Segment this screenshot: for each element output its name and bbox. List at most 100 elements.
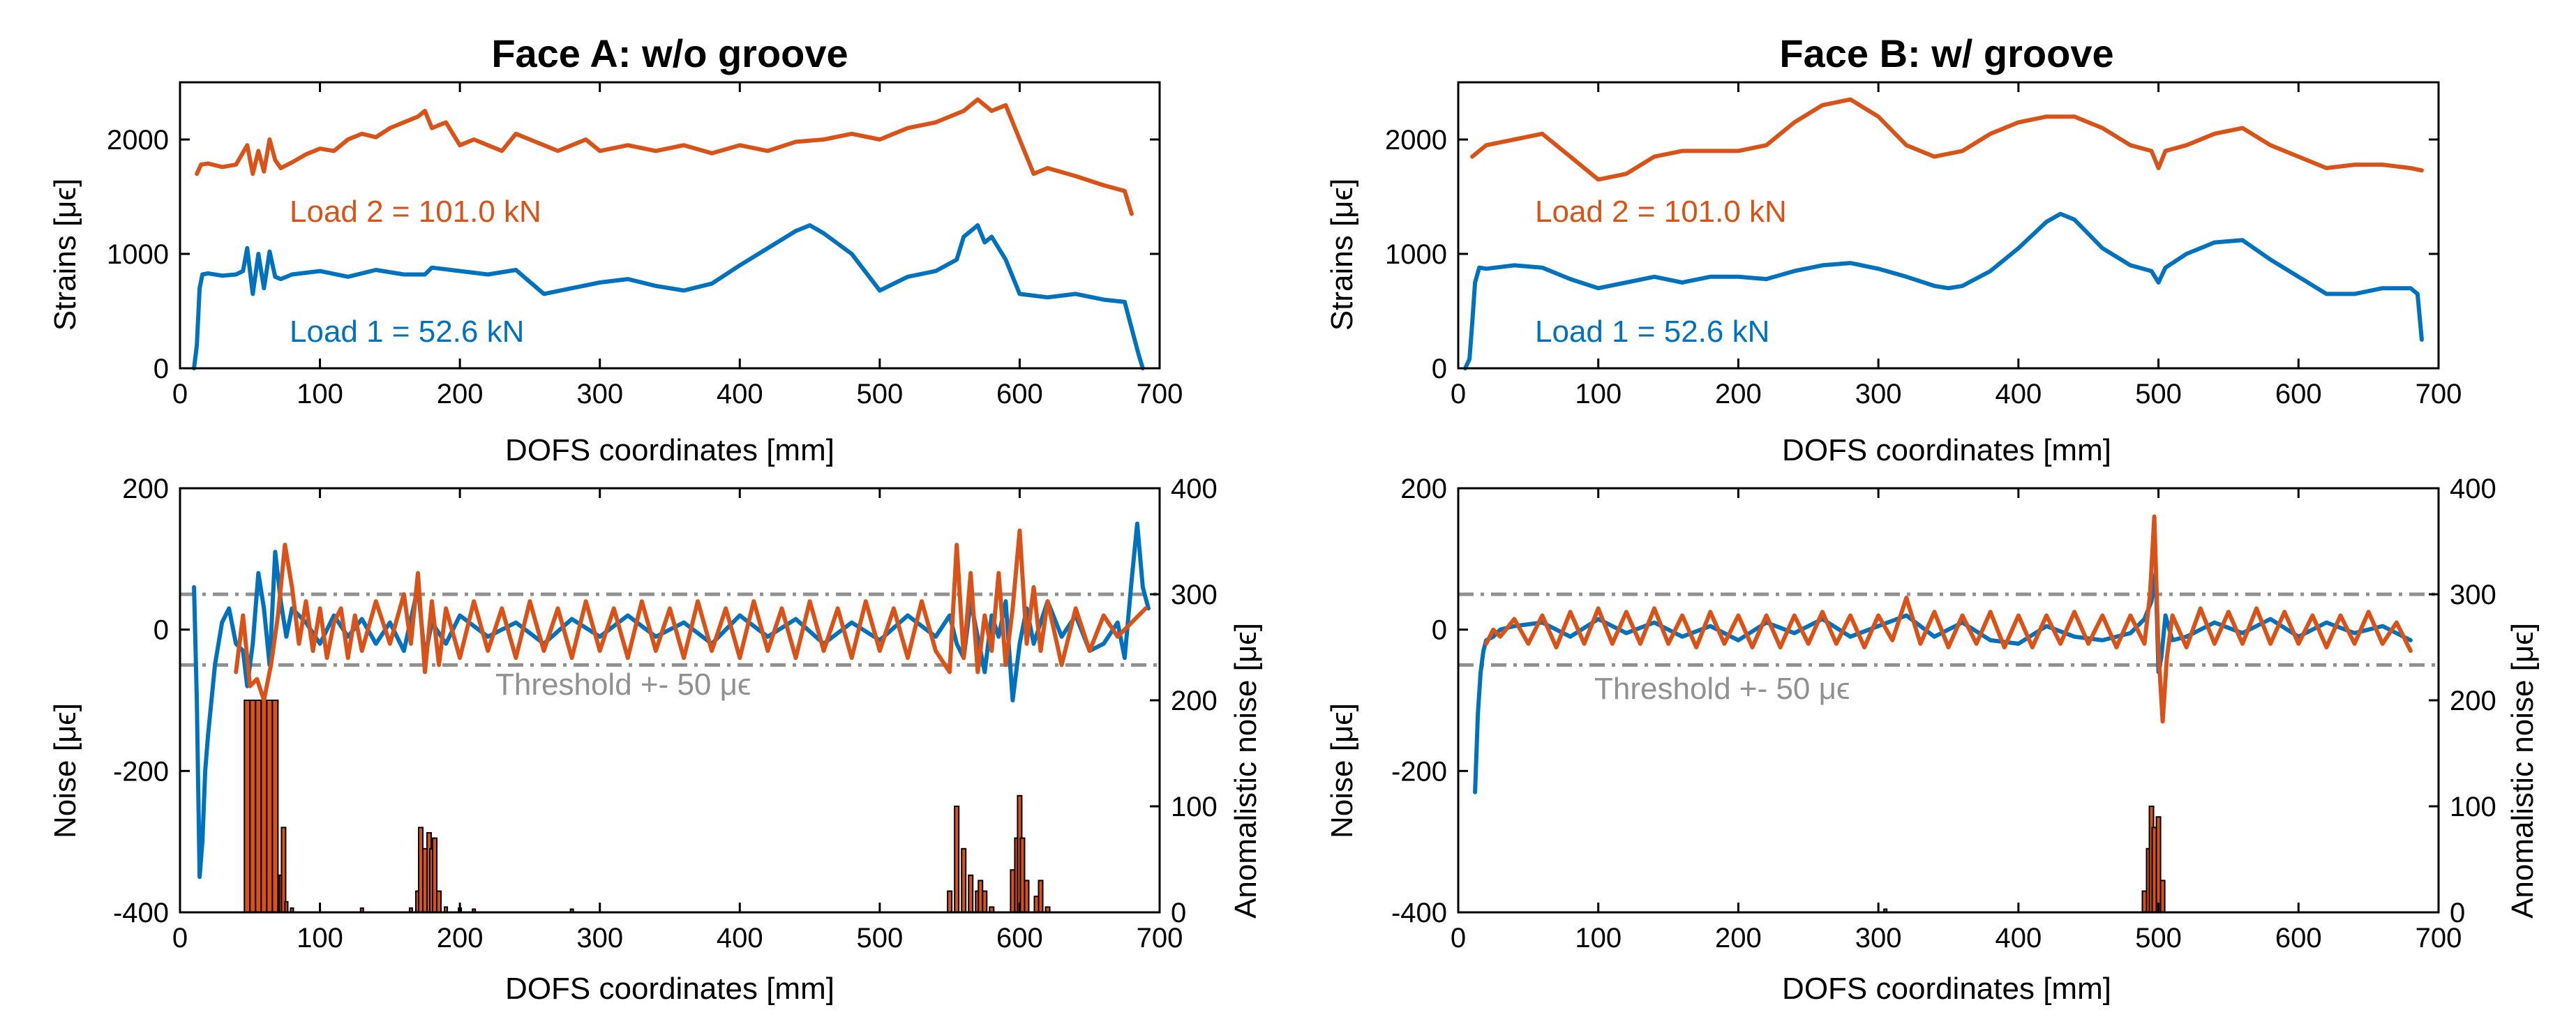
- x-tick-label: 400: [1995, 379, 2042, 409]
- x-tick-label: 0: [1451, 379, 1466, 409]
- x-tick-label: 500: [2135, 379, 2182, 409]
- load1-series-line: [1473, 571, 2413, 794]
- y-tick-label: -400: [1391, 898, 1447, 928]
- anomalistic-noise-bar: [280, 827, 287, 914]
- threshold-annotation-face-a: Threshold +- 50 μϵ: [495, 668, 751, 702]
- panel-b-title: Face B: w/ groove: [1779, 31, 2113, 75]
- y-right-tick-label: 200: [2450, 686, 2496, 716]
- strain-b-ylabel: Strains [μϵ]: [1325, 179, 1359, 331]
- x-tick-label: 300: [576, 379, 623, 409]
- y-right-tick-label: 300: [2450, 580, 2496, 610]
- x-tick-label: 600: [996, 923, 1043, 953]
- noise-b-xlabel: DOFS coordinates [mm]: [1782, 972, 2111, 1006]
- y-tick-label: 1000: [1385, 239, 1447, 270]
- strain-a-ylabel: Strains [μϵ]: [48, 179, 82, 331]
- strain-plot-face-b: 0 100 200 300 400 500 600 700 0 1000 2000: [1385, 81, 2462, 409]
- load2-annotation-face-a: Load 2 = 101.0 kN: [290, 195, 541, 229]
- anomalistic-noise-bar: [249, 700, 257, 913]
- x-tick-label: 100: [297, 923, 343, 953]
- x-tick-label: 100: [1575, 379, 1622, 409]
- y-tick-label: 1000: [107, 239, 169, 270]
- noise-plot-face-b: 0 100 200 300 400 500 600 700 -400 -200 0 200 0 100 20…: [1391, 474, 2496, 953]
- y-right-tick-label: 0: [1171, 898, 1186, 928]
- x-tick-label: 200: [437, 923, 484, 953]
- x-tick-label: 100: [297, 379, 343, 409]
- load1-annotation-face-b: Load 1 = 52.6 kN: [1535, 315, 1769, 349]
- y-tick-label: 0: [1432, 615, 1447, 646]
- y-tick-label: 0: [153, 615, 169, 646]
- y-right-tick-label: 200: [1171, 686, 1218, 716]
- noise-a-xlabel: DOFS coordinates [mm]: [505, 972, 834, 1006]
- noise-plot-face-a: 0 100 200 300 400 500 600 700 -400 -200 0 200 0 100 20…: [113, 474, 1218, 953]
- x-tick-label: 300: [576, 923, 623, 953]
- panel-a-title: Face A: w/o groove: [491, 31, 848, 75]
- y-right-tick-label: 100: [2450, 792, 2496, 822]
- x-tick-label: 200: [1715, 379, 1762, 409]
- x-tick-label: 400: [717, 923, 763, 953]
- x-tick-label: 700: [2416, 379, 2462, 409]
- x-tick-label: 200: [1715, 923, 1762, 953]
- x-tick-label: 300: [1855, 923, 1902, 953]
- load1-series-line: [1463, 211, 2424, 370]
- y-tick-label: 0: [153, 354, 169, 384]
- anomalistic-noise-bar: [954, 806, 960, 913]
- noise-a-ylabel-right: Anomalistic noise [μϵ]: [1229, 623, 1263, 919]
- strain-b-xlabel: DOFS coordinates [mm]: [1782, 433, 2111, 467]
- anomalistic-noise-bar: [271, 700, 279, 913]
- y-right-tick-label: 100: [1171, 792, 1218, 822]
- anomalistic-noise-bar: [436, 890, 442, 913]
- x-tick-label: 200: [437, 379, 484, 409]
- y-tick-label: -200: [1391, 756, 1447, 787]
- anomalistic-noise-bar: [255, 700, 262, 913]
- y-tick-label: 200: [1400, 474, 1447, 504]
- y-right-tick-label: 300: [1171, 580, 1218, 610]
- y-tick-label: -400: [113, 898, 169, 928]
- x-tick-label: 700: [1137, 379, 1183, 409]
- anomalistic-noise-bar: [947, 890, 953, 913]
- load1-series-line: [192, 223, 1145, 370]
- anomalistic-noise-bar: [260, 700, 268, 913]
- noise-a-ylabel: Noise [μϵ]: [48, 703, 82, 838]
- x-tick-label: 700: [1137, 923, 1183, 953]
- y-tick-label: 200: [122, 474, 169, 504]
- x-tick-label: 500: [2135, 923, 2182, 953]
- anomalistic-noise-bar: [284, 900, 289, 914]
- axes-box: [1457, 81, 2440, 370]
- anomalistic-noise-bar: [1024, 880, 1030, 914]
- anomalistic-noise-bar: [266, 700, 274, 913]
- y-tick-label: 0: [1432, 354, 1447, 384]
- load2-series-line: [1484, 514, 2413, 724]
- x-tick-label: 500: [856, 923, 903, 953]
- load2-series-line: [195, 97, 1134, 216]
- x-tick-label: 400: [1995, 923, 2042, 953]
- anomalistic-noise-bar: [244, 700, 251, 913]
- y-right-tick-label: 0: [2450, 898, 2465, 928]
- x-tick-label: 600: [2275, 923, 2322, 953]
- x-tick-label: 600: [2275, 379, 2322, 409]
- x-tick-label: 0: [1451, 923, 1466, 953]
- x-tick-label: 600: [996, 379, 1043, 409]
- noise-b-ylabel: Noise [μϵ]: [1325, 703, 1359, 838]
- anomalistic-noise-bar: [961, 847, 967, 914]
- load2-series-line: [1470, 97, 2424, 182]
- anomalistic-noise-bar: [982, 890, 988, 913]
- load2-series-line: [234, 528, 1148, 702]
- load1-annotation-face-a: Load 1 = 52.6 kN: [290, 315, 524, 349]
- x-tick-label: 0: [172, 379, 188, 409]
- load2-annotation-face-b: Load 2 = 101.0 kN: [1535, 195, 1787, 229]
- anomalistic-noise-bar: [1038, 880, 1044, 914]
- x-tick-label: 500: [856, 379, 903, 409]
- y-tick-label: 2000: [1385, 125, 1447, 156]
- x-tick-label: 100: [1575, 923, 1622, 953]
- y-right-tick-label: 400: [2450, 474, 2496, 504]
- anomalistic-noise-bar: [2159, 880, 2166, 914]
- x-tick-label: 300: [1855, 379, 1902, 409]
- anomalistic-noise-bar: [968, 874, 974, 914]
- x-tick-label: 400: [717, 379, 763, 409]
- strain-plot-face-a: 0 100 200 300 400 500 600 700 0 1000 2000: [107, 81, 1183, 409]
- strain-a-xlabel: DOFS coordinates [mm]: [505, 433, 834, 467]
- threshold-annotation-face-b: Threshold +- 50 μϵ: [1594, 672, 1850, 706]
- y-right-tick-label: 400: [1171, 474, 1218, 504]
- x-tick-label: 0: [172, 923, 188, 953]
